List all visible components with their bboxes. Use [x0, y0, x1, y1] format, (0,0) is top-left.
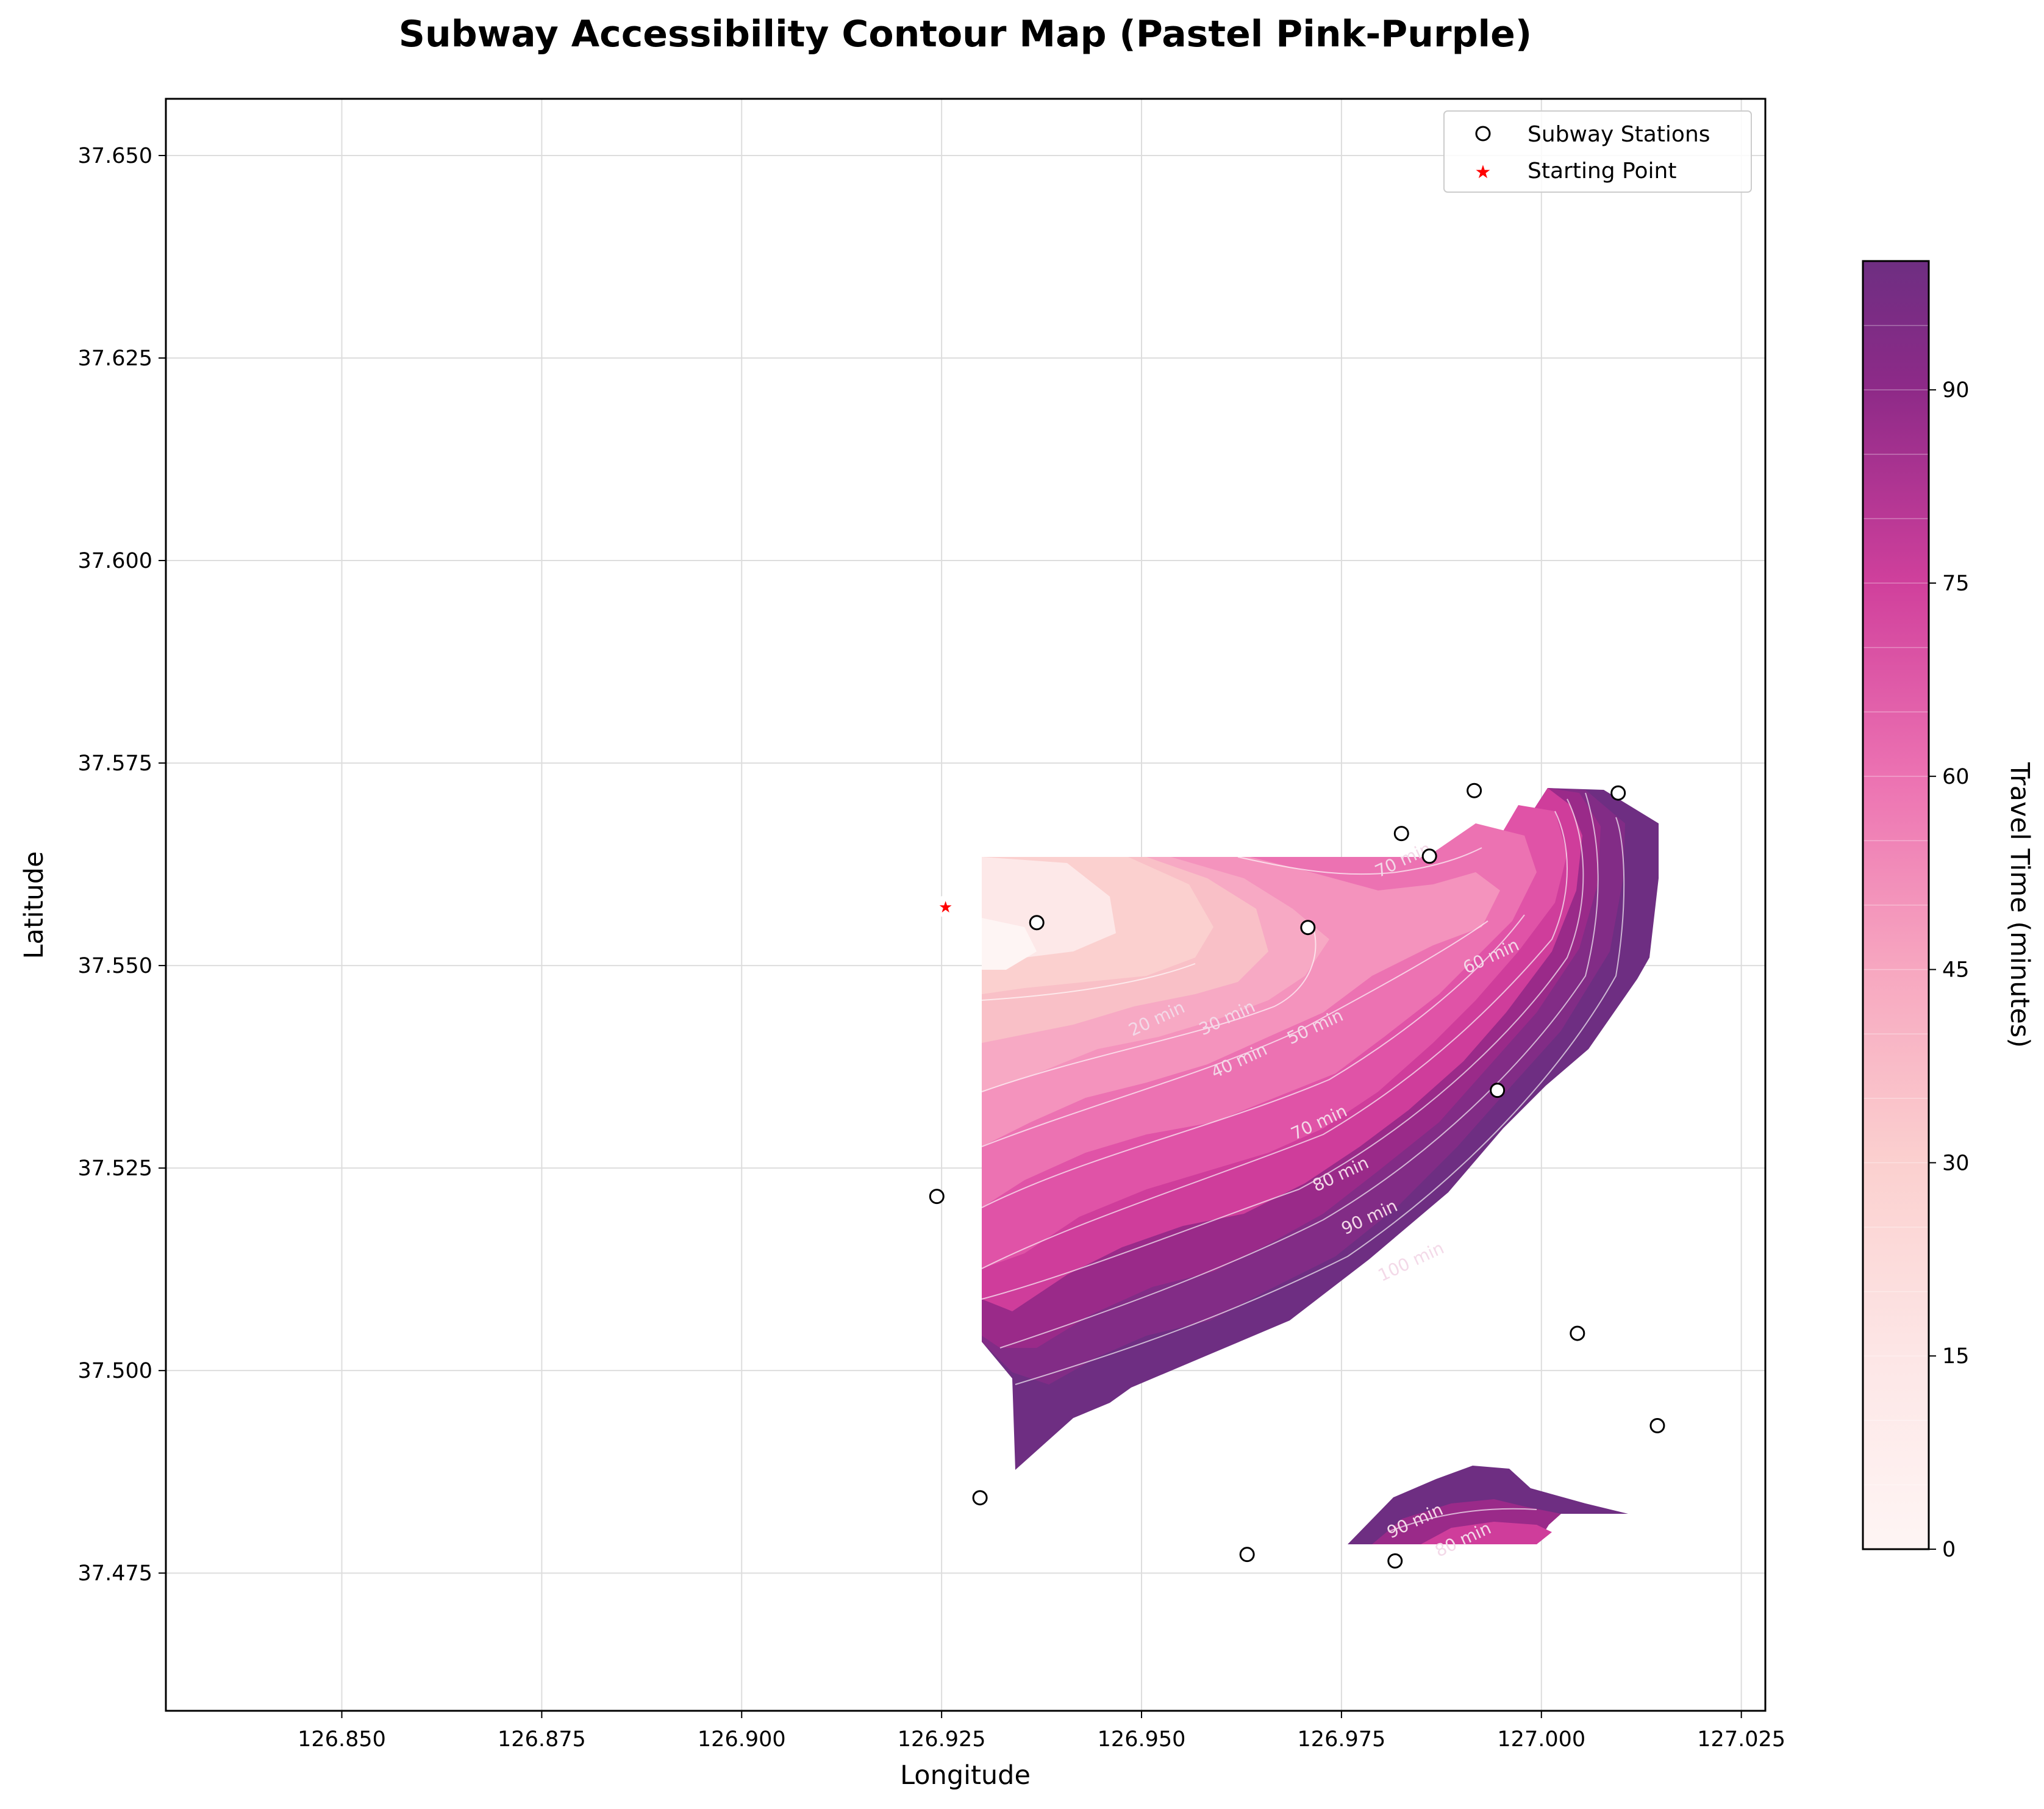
legend-item-starting-point: Starting Point	[1528, 159, 1676, 184]
y-tick-label: 37.500	[78, 1359, 152, 1383]
station-marker	[1490, 1083, 1506, 1098]
colorbar-fill	[1863, 261, 1929, 1549]
y-tick-label: 37.600	[78, 549, 152, 573]
contour-line-20	[981, 963, 1196, 1001]
colorbar-label: Travel Time (minutes)	[2004, 762, 2035, 1048]
legend-station-marker	[1475, 126, 1491, 141]
legend-item-stations: Subway Stations	[1528, 122, 1710, 147]
y-tick-label: 37.475	[78, 1561, 152, 1586]
y-axis-label: Latitude	[19, 851, 49, 959]
legend: Subway Stations ★ Starting Point	[1443, 110, 1752, 193]
station-marker	[1649, 1417, 1665, 1433]
colorbar: 0 15 30 45 60 75 90 Travel Time (minutes)	[1862, 260, 2035, 1562]
contour-line-70-north	[1237, 847, 1482, 875]
station-marker	[972, 1490, 988, 1506]
contour-lines	[981, 792, 1625, 1531]
x-tick-label: 126.850	[298, 1727, 386, 1752]
station-marker	[1387, 1553, 1403, 1569]
legend-start-marker: ★	[1475, 162, 1492, 183]
starting-point-marker: ★	[934, 895, 957, 918]
colorbar-tick-label: 30	[1942, 1151, 1970, 1175]
x-tick-label: 126.925	[898, 1727, 986, 1752]
y-tick-label: 37.525	[78, 1156, 152, 1181]
contour-line-90	[1015, 817, 1625, 1385]
station-marker	[1239, 1547, 1255, 1563]
starting-point-halo	[934, 895, 957, 918]
x-tick-label: 126.900	[698, 1727, 786, 1752]
contour-line-50	[981, 914, 1525, 1208]
contour-line-80	[999, 792, 1599, 1349]
x-tick-label: 127.000	[1497, 1727, 1585, 1752]
contour-field	[982, 788, 1659, 1544]
y-tick-label: 37.625	[78, 346, 152, 371]
x-axis: 126.850 126.875 126.900 126.925 126.950 126.9…	[298, 1711, 1785, 1752]
station-marker	[1467, 783, 1482, 798]
contour-line-south-90	[1390, 1508, 1537, 1531]
colorbar-tick-label: 60	[1942, 765, 1970, 789]
grid-lines	[166, 99, 1765, 1711]
y-tick-label: 37.575	[78, 751, 152, 776]
station-marker	[1610, 785, 1626, 801]
x-axis-label: Longitude	[900, 1760, 1031, 1791]
legend-box	[1443, 110, 1752, 193]
contour-line-30	[981, 920, 1317, 1092]
station-marker	[1570, 1325, 1585, 1341]
chart-title: Subway Accessibility Contour Map (Pastel…	[399, 13, 1532, 56]
contour-line-60	[981, 811, 1568, 1269]
station-marker	[1029, 915, 1045, 931]
station-marker	[929, 1189, 945, 1205]
colorbar-ticks: 0 15 30 45 60 75 90	[1929, 378, 1970, 1562]
y-tick-label: 37.550	[78, 954, 152, 978]
x-tick-label: 127.025	[1697, 1727, 1785, 1752]
subway-stations	[929, 783, 1665, 1569]
colorbar-tick-label: 15	[1942, 1344, 1970, 1369]
x-tick-label: 126.875	[498, 1727, 586, 1752]
contour-band-south-80	[1421, 1522, 1552, 1544]
y-axis: 37.475 37.500 37.525 37.550 37.575 37.600 37.6…	[78, 144, 166, 1586]
colorbar-tick-label: 45	[1942, 958, 1970, 983]
y-tick-label: 37.650	[78, 144, 152, 168]
colorbar-tick-label: 75	[1942, 571, 1970, 596]
contour-band-0	[982, 918, 1037, 970]
colorbar-tick-label: 0	[1942, 1538, 1956, 1562]
colorbar-tick-label: 90	[1942, 378, 1970, 403]
x-tick-label: 126.950	[1098, 1727, 1186, 1752]
x-tick-label: 126.975	[1298, 1727, 1386, 1752]
station-marker	[1393, 826, 1409, 842]
starting-point-star: ★	[938, 898, 952, 917]
station-marker	[1300, 920, 1316, 936]
station-marker	[1421, 848, 1437, 864]
axes-frame	[165, 98, 1767, 1712]
contour-line-40	[981, 920, 1488, 1147]
colorbar-level-lines	[1863, 324, 1929, 1486]
colorbar-frame	[1862, 260, 1930, 1550]
contour-line-70	[981, 798, 1584, 1300]
